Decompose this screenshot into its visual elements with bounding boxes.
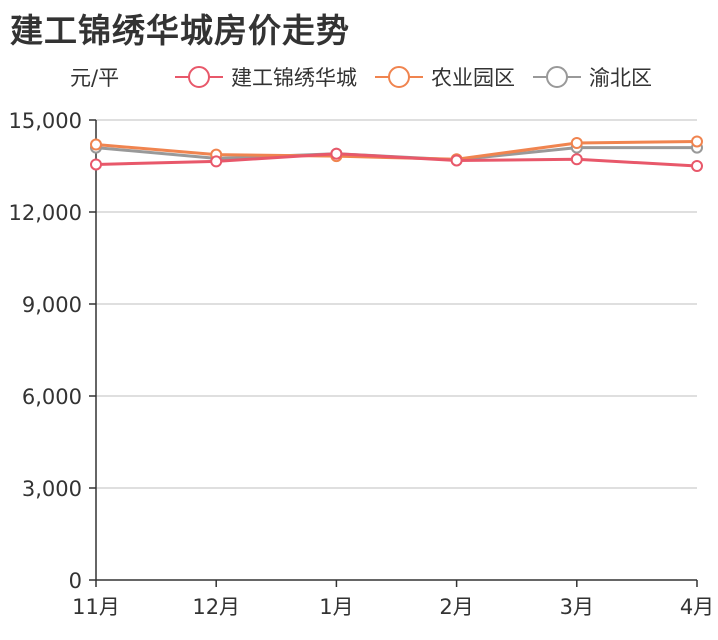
data-point[interactable] <box>330 147 343 160</box>
legend-item-series-1[interactable]: 农业园区 <box>375 62 515 92</box>
legend-item-series-2[interactable]: 渝北区 <box>533 62 652 92</box>
data-point[interactable] <box>450 154 463 167</box>
legend-item-series-0[interactable]: 建工锦绣华城 <box>175 62 357 92</box>
y-tick-label: 6,000 <box>22 385 82 409</box>
x-tick-label: 12月 <box>192 595 240 619</box>
legend-label: 渝北区 <box>589 66 652 90</box>
series-line-0 <box>95 152 698 168</box>
x-tick-label: 4月 <box>680 595 714 619</box>
legend-marker-icon <box>533 66 581 88</box>
legend: 建工锦绣华城 农业园区 渝北区 <box>175 62 670 92</box>
y-tick-label: 9,000 <box>22 293 82 317</box>
legend-marker-icon <box>175 66 223 88</box>
data-point[interactable] <box>570 153 583 166</box>
data-point[interactable] <box>90 138 102 151</box>
chart-title: 建工锦绣华城房价走势 <box>10 11 350 50</box>
legend-label: 农业园区 <box>431 66 515 90</box>
y-tick-label: 3,000 <box>22 477 82 501</box>
x-tick-label: 1月 <box>319 595 353 619</box>
x-tick-label: 2月 <box>439 595 473 619</box>
y-tick-label: 0 <box>69 569 82 593</box>
y-tick-label: 15,000 <box>9 109 82 133</box>
y-tick-label: 12,000 <box>9 201 82 225</box>
data-point[interactable] <box>90 158 102 171</box>
data-point[interactable] <box>691 160 703 172</box>
data-point[interactable] <box>210 155 223 168</box>
x-tick-label: 3月 <box>560 595 594 619</box>
legend-marker-icon <box>375 66 423 88</box>
legend-label: 建工锦绣华城 <box>231 66 357 90</box>
data-point[interactable] <box>691 135 703 148</box>
data-point[interactable] <box>570 137 583 149</box>
y-axis-unit-label: 元/平 <box>70 66 120 90</box>
x-tick-label: 11月 <box>72 595 120 619</box>
